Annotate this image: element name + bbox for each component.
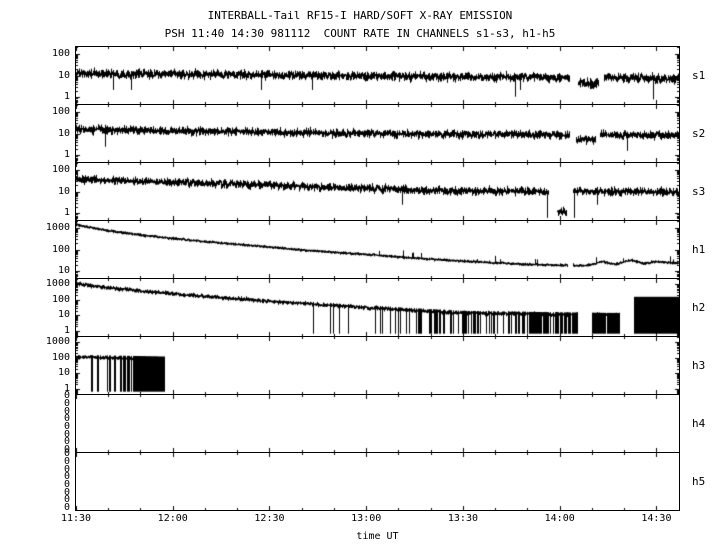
- y-tick-label: 100: [51, 293, 70, 305]
- y-tick-label: 0: [63, 448, 70, 460]
- y-tick-label: 0: [63, 486, 70, 498]
- panel-h4-plot: [76, 395, 679, 452]
- y-tick-label: 100: [51, 163, 70, 175]
- y-tick-label: 10: [57, 265, 70, 277]
- panel-h2-plot: [76, 279, 679, 336]
- panel-h3-plot: [76, 337, 679, 394]
- y-tick-label: 10: [57, 185, 70, 197]
- y-tick-label: 10: [57, 69, 70, 81]
- y-tick-label: 0: [63, 390, 70, 402]
- channel-label: h1: [692, 242, 706, 256]
- panel-s2: [75, 104, 680, 163]
- x-tick-label: 11:30: [60, 513, 92, 524]
- channel-label: s1: [692, 68, 706, 82]
- panel-h1-plot: [76, 221, 679, 278]
- y-tick-label: 0: [63, 413, 70, 425]
- y-tick-label: 1: [63, 149, 70, 161]
- y-tick-label: 0: [63, 471, 70, 483]
- panel-s2-plot: [76, 105, 679, 162]
- y-tick-label: 0: [63, 436, 70, 448]
- panel-s3-plot: [76, 163, 679, 220]
- y-tick-label: 10: [57, 367, 70, 379]
- panel-h2: [75, 278, 680, 337]
- chart-title: INTERBALL-Tail RF15-I HARD/SOFT X-RAY EM…: [207, 9, 513, 22]
- channel-label: h2: [692, 300, 706, 314]
- y-tick-label: 1: [63, 207, 70, 219]
- y-tick-label: 100: [51, 351, 70, 363]
- x-tick-label: 12:00: [157, 513, 188, 524]
- y-tick-label: 10: [57, 127, 70, 139]
- y-tick-label: 1000: [45, 221, 70, 233]
- y-tick-label: 0: [63, 444, 70, 455]
- x-tick-label: 13:30: [447, 513, 478, 524]
- y-tick-label: 0: [63, 478, 70, 490]
- panel-h4: [75, 394, 680, 453]
- y-tick-label: 1000: [45, 335, 70, 347]
- y-tick-label: 0: [63, 397, 70, 409]
- panel-h5-plot: [76, 453, 679, 510]
- chart-subtitle: PSH 11:40 14:30 981112 COUNT RATE IN CHA…: [164, 27, 556, 40]
- y-tick-label: 0: [63, 405, 70, 417]
- panel-h1: [75, 220, 680, 279]
- y-tick-label: 0: [63, 455, 70, 467]
- panel-s3: [75, 162, 680, 221]
- x-tick-label: 13:00: [351, 513, 382, 524]
- y-tick-label: 100: [51, 243, 70, 255]
- x-tick-label: 14:30: [641, 513, 672, 524]
- y-tick-label: 100: [51, 47, 70, 59]
- channel-label: h4: [692, 416, 706, 430]
- x-tick-label: 12:30: [254, 513, 285, 524]
- y-tick-label: 0: [63, 494, 70, 506]
- y-tick-label: 0: [63, 463, 70, 475]
- panel-s1: [75, 46, 680, 105]
- y-tick-label: 1: [63, 325, 70, 337]
- panel-h5: [75, 452, 680, 511]
- x-tick-label: 14:00: [544, 513, 575, 524]
- y-tick-label: 0: [63, 502, 70, 513]
- panel-h3: [75, 336, 680, 395]
- y-tick-label: 1000: [45, 277, 70, 289]
- y-tick-label: 0: [63, 420, 70, 432]
- x-axis-title: time UT: [356, 531, 399, 542]
- panel-s1-plot: [76, 47, 679, 104]
- y-tick-label: 1: [63, 383, 70, 395]
- y-tick-label: 0: [63, 428, 70, 440]
- channel-label: h5: [692, 474, 706, 488]
- y-tick-label: 1: [63, 91, 70, 103]
- channel-label: h3: [692, 358, 706, 372]
- channel-label: s3: [692, 184, 706, 198]
- y-tick-label: 100: [51, 105, 70, 117]
- y-tick-label: 10: [57, 309, 70, 321]
- channel-label: s2: [692, 126, 706, 140]
